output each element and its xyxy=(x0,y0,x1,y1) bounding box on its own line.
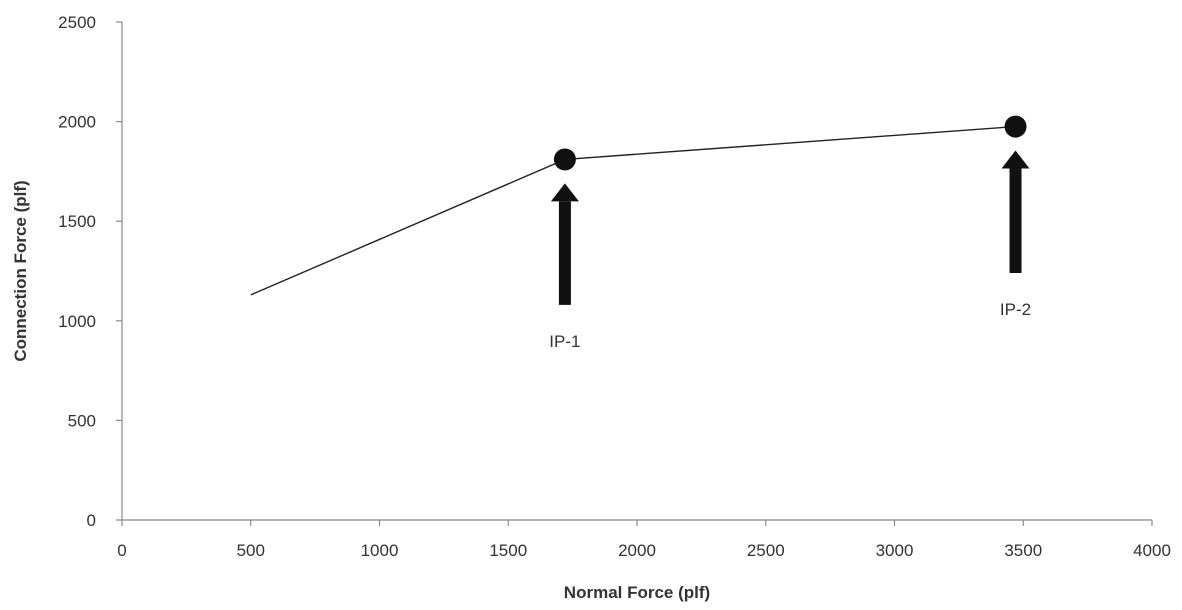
annotation-arrow-head xyxy=(1001,150,1030,169)
annotation-label: IP-2 xyxy=(1000,300,1031,319)
data-point-marker xyxy=(553,148,576,171)
x-tick-label: 2000 xyxy=(618,541,656,560)
x-tick-label: 1000 xyxy=(361,541,399,560)
y-tick-label: 1000 xyxy=(58,312,96,331)
annotation-arrow-head xyxy=(550,183,579,202)
x-axis-title: Normal Force (plf) xyxy=(564,583,710,602)
x-tick-label: 1500 xyxy=(489,541,527,560)
annotation-layer: IP-1 IP-2 xyxy=(549,150,1031,351)
label-layer: Normal Force (plf) Connection Force (plf… xyxy=(11,180,710,602)
x-tick-label: 4000 xyxy=(1133,541,1171,560)
x-tick-label: 3500 xyxy=(1004,541,1042,560)
x-tick-label: 2500 xyxy=(747,541,785,560)
annotation-label: IP-1 xyxy=(549,332,580,351)
x-tick-label: 0 xyxy=(117,541,126,560)
y-tick-label: 2000 xyxy=(58,113,96,132)
series-line xyxy=(250,125,1016,296)
data-point-marker xyxy=(1004,115,1027,138)
y-tick-label: 500 xyxy=(68,411,96,430)
axes: 0 500 1000 1500 2000 2500 0 500 1000 1500 2000 2500… xyxy=(58,13,1171,560)
y-tick-label: 2500 xyxy=(58,13,96,32)
x-tick-label: 3000 xyxy=(876,541,914,560)
x-tick-label: 500 xyxy=(237,541,265,560)
series-layer xyxy=(250,125,1016,296)
marker-layer xyxy=(553,115,1027,171)
y-tick-label: 0 xyxy=(87,511,96,530)
y-tick-label: 1500 xyxy=(58,212,96,231)
y-axis-title: Connection Force (plf) xyxy=(11,180,30,361)
